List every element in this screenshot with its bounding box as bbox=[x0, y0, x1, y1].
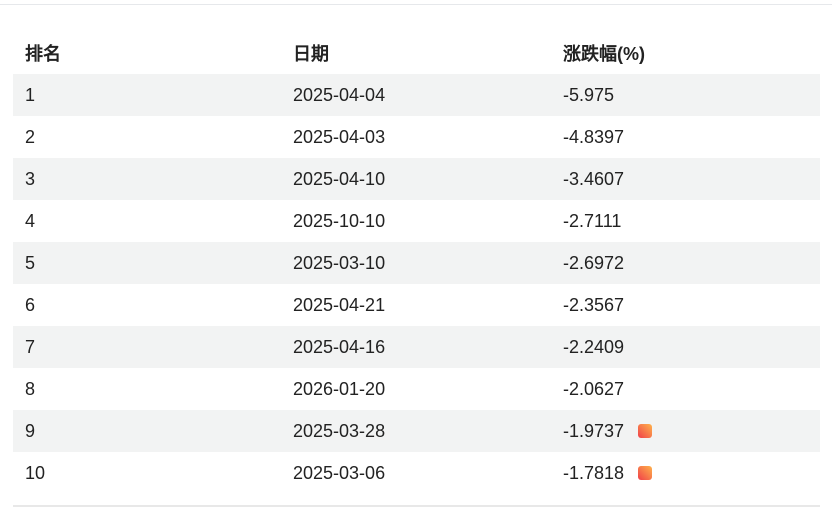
table-row: 10 2025-03-06 -1.7818 bbox=[13, 452, 820, 494]
cell-rank-text: 3 bbox=[25, 168, 36, 189]
cell-change: -2.6972 bbox=[551, 242, 820, 284]
cell-change-text: -5.975 bbox=[563, 84, 615, 105]
cell-rank-text: 5 bbox=[25, 252, 36, 273]
table-header-row: 排名 日期 涨跌幅(%) bbox=[13, 32, 820, 74]
cell-rank: 1 bbox=[13, 74, 281, 116]
cell-change-text: -2.6972 bbox=[563, 252, 625, 273]
table-row: 9 2025-03-28 -1.9737 bbox=[13, 410, 820, 452]
cell-rank-text: 6 bbox=[25, 294, 36, 315]
cell-date-text: 2025-04-21 bbox=[293, 294, 386, 315]
cell-change-text: -1.9737 bbox=[563, 420, 625, 441]
cell-rank-text: 2 bbox=[25, 126, 36, 147]
cell-change: -1.7818 bbox=[551, 452, 820, 494]
cell-date-text: 2025-03-28 bbox=[293, 420, 386, 441]
table-row: 3 2025-04-10 -3.4607 bbox=[13, 158, 820, 200]
cell-rank-text: 7 bbox=[25, 336, 36, 357]
cell-rank: 4 bbox=[13, 200, 281, 242]
cell-change-text: -1.7818 bbox=[563, 462, 625, 483]
cell-date-text: 2025-10-10 bbox=[293, 210, 386, 231]
cell-rank-text: 8 bbox=[25, 378, 36, 399]
cell-date: 2025-03-28 bbox=[281, 410, 551, 452]
cell-date: 2025-04-21 bbox=[281, 284, 551, 326]
cell-rank: 8 bbox=[13, 368, 281, 410]
table-row: 8 2026-01-20 -2.0627 bbox=[13, 368, 820, 410]
cell-date-text: 2026-01-20 bbox=[293, 378, 386, 399]
cell-change-text: -2.7111 bbox=[563, 210, 622, 231]
cell-rank-text: 9 bbox=[25, 420, 36, 441]
top-divider bbox=[0, 4, 832, 5]
cell-rank: 10 bbox=[13, 452, 281, 494]
cell-date: 2025-03-06 bbox=[281, 452, 551, 494]
cell-change: -1.9737 bbox=[551, 410, 820, 452]
highlight-badge-icon bbox=[638, 465, 653, 480]
cell-change: -2.0627 bbox=[551, 368, 820, 410]
cell-date-text: 2025-04-10 bbox=[293, 168, 386, 189]
cell-date-text: 2025-04-04 bbox=[293, 84, 386, 105]
cell-rank: 5 bbox=[13, 242, 281, 284]
table-row: 2 2025-04-03 -4.8397 bbox=[13, 116, 820, 158]
cell-change: -2.2409 bbox=[551, 326, 820, 368]
header-change: 涨跌幅(%) bbox=[563, 44, 645, 64]
cell-rank-text: 1 bbox=[25, 84, 36, 105]
cell-rank: 7 bbox=[13, 326, 281, 368]
cell-rank-text: 10 bbox=[25, 462, 46, 483]
cell-change-text: -2.0627 bbox=[563, 378, 625, 399]
cell-change-text: -2.3567 bbox=[563, 294, 625, 315]
cell-date: 2025-04-10 bbox=[281, 158, 551, 200]
cell-date-text: 2025-04-03 bbox=[293, 126, 386, 147]
table-row: 7 2025-04-16 -2.2409 bbox=[13, 326, 820, 368]
cell-change: -3.4607 bbox=[551, 158, 820, 200]
cell-date: 2025-04-03 bbox=[281, 116, 551, 158]
cell-change-text: -3.4607 bbox=[563, 168, 625, 189]
cell-change: -2.3567 bbox=[551, 284, 820, 326]
highlight-badge-icon bbox=[638, 423, 653, 438]
cell-date: 2025-04-16 bbox=[281, 326, 551, 368]
table-row: 4 2025-10-10 -2.7111 bbox=[13, 200, 820, 242]
cell-rank: 6 bbox=[13, 284, 281, 326]
cell-change-text: -2.2409 bbox=[563, 336, 625, 357]
cell-date: 2025-04-04 bbox=[281, 74, 551, 116]
table-row: 5 2025-03-10 -2.6972 bbox=[13, 242, 820, 284]
header-date: 日期 bbox=[293, 44, 329, 64]
cell-rank: 2 bbox=[13, 116, 281, 158]
table-row: 1 2025-04-04 -5.975 bbox=[13, 74, 820, 116]
bottom-divider bbox=[13, 505, 820, 507]
cell-date: 2026-01-20 bbox=[281, 368, 551, 410]
cell-date-text: 2025-03-10 bbox=[293, 252, 386, 273]
cell-date: 2025-03-10 bbox=[281, 242, 551, 284]
cell-date: 2025-10-10 bbox=[281, 200, 551, 242]
header-rank: 排名 bbox=[25, 44, 61, 64]
ranking-table: 排名 日期 涨跌幅(%) 1 2025-04-04 -5.975 2 2025-04-0… bbox=[13, 32, 820, 494]
cell-change-text: -4.8397 bbox=[563, 126, 625, 147]
cell-rank: 3 bbox=[13, 158, 281, 200]
cell-change: -4.8397 bbox=[551, 116, 820, 158]
cell-change: -2.7111 bbox=[551, 200, 820, 242]
cell-rank: 9 bbox=[13, 410, 281, 452]
cell-date-text: 2025-04-16 bbox=[293, 336, 386, 357]
table-row: 6 2025-04-21 -2.3567 bbox=[13, 284, 820, 326]
cell-rank-text: 4 bbox=[25, 210, 36, 231]
cell-date-text: 2025-03-06 bbox=[293, 462, 386, 483]
cell-change: -5.975 bbox=[551, 74, 820, 116]
